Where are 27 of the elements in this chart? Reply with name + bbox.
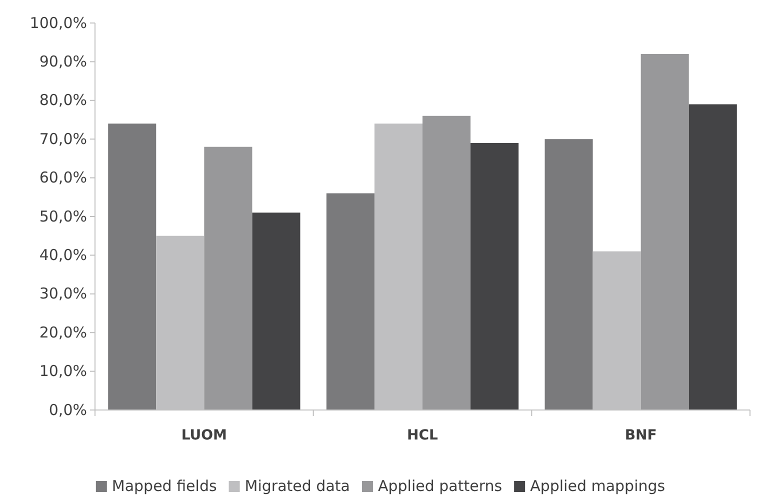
y-tick-label: 30,0% [39, 284, 87, 303]
y-tick-label: 80,0% [39, 91, 87, 110]
y-tick-label: 50,0% [39, 207, 87, 226]
bar [544, 139, 593, 410]
legend-label: Migrated data [244, 477, 350, 495]
y-tick-label: 20,0% [39, 323, 87, 342]
y-tick-label: 0,0% [48, 400, 87, 419]
legend-label: Applied mappings [530, 477, 666, 495]
bar [108, 124, 156, 410]
x-tick-label: LUOM [181, 428, 227, 444]
y-tick-label: 70,0% [39, 130, 87, 148]
y-tick-label: 60,0% [39, 168, 87, 187]
bar [688, 104, 737, 410]
bar [640, 54, 689, 410]
legend-label: Applied patterns [378, 477, 502, 495]
x-tick-label: BNF [624, 428, 657, 444]
y-tick-label: 100,0% [30, 14, 87, 32]
y-tick-label: 40,0% [39, 246, 87, 264]
legend-label: Mapped fields [112, 477, 217, 495]
bar [326, 193, 374, 410]
bar [422, 116, 471, 410]
y-tick-label: 90,0% [39, 52, 87, 70]
bar [470, 142, 519, 410]
bar [204, 146, 252, 410]
x-tick-label: HCL [407, 428, 438, 444]
bar [252, 212, 300, 410]
y-tick-label: 10,0% [39, 362, 87, 380]
